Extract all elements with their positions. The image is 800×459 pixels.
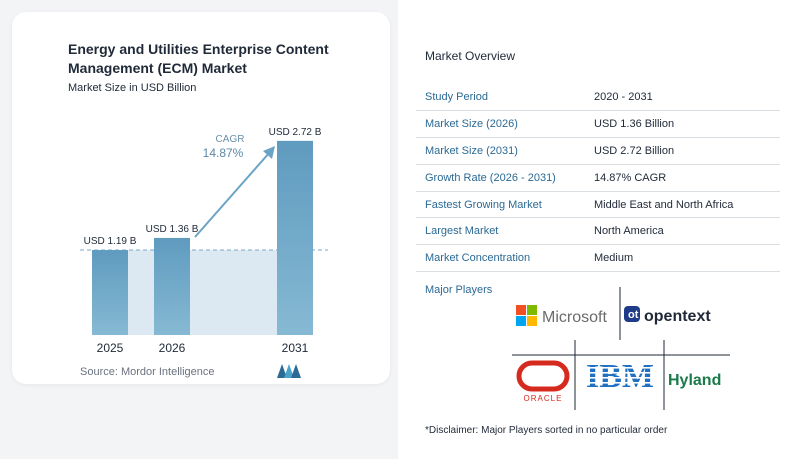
overview-row: Growth Rate (2026 - 2031) 14.87% CAGR [416,164,780,192]
overview-value: Middle East and North Africa [586,191,780,219]
overview-key: Study Period [416,84,586,112]
opentext-logo: ot opentext [624,306,711,325]
overview-table: Study Period 2020 - 2031 Market Size (2026… [416,84,780,273]
mordor-logo-icon [277,364,301,378]
cagr-label: CAGR [216,134,245,145]
overview-row: Market Concentration Medium [416,244,780,273]
data-label-2031: USD 2.72 B [269,127,322,138]
disclaimer: *Disclaimer: Major Players sorted in no … [425,425,668,436]
cagr-value: 14.87% [203,146,244,160]
x-tick-2025: 2025 [97,341,124,355]
overview-row: Study Period 2020 - 2031 [416,84,780,112]
bar-2026 [154,237,190,335]
overview-key: Market Size (2026) [416,110,586,139]
overview-row: Fastest Growing Market Middle East and No… [416,191,780,219]
oracle-logo: ORACLE [516,360,570,403]
reference-band [92,250,313,335]
hyland-logo: Hyland [668,372,721,389]
overview-key: Growth Rate (2026 - 2031) [416,164,586,192]
major-players-title: Major Players [425,284,493,296]
microsoft-logo-text: Microsoft [542,309,607,326]
oracle-logo-text: ORACLE [524,394,563,403]
ibm-logo-text: IBM [586,358,654,395]
microsoft-logo: Microsoft [516,305,607,326]
cagr-arrow-line [194,151,271,238]
data-label-2025: USD 1.19 B [84,236,137,247]
overview-row: Market Size (2031) USD 2.72 Billion [416,137,780,165]
overview-value: USD 2.72 Billion [586,137,780,165]
overview-value: 14.87% CAGR [586,164,780,192]
opentext-logo-text: opentext [644,308,711,325]
ibm-logo: IBM [578,358,662,395]
hyland-logo-text: Hyland [668,372,721,389]
overview-row: Largest Market North America [416,217,780,246]
overview-value: USD 1.36 Billion [586,110,780,139]
overview-value: Medium [586,244,780,273]
overview-row: Market Size (2026) USD 1.36 Billion [416,110,780,139]
bar-chart: USD 1.19 B 2025 USD 1.36 B 2026 USD 2.72 B 20… [80,127,328,355]
bar-2025 [92,250,128,335]
data-label-2026: USD 1.36 B [146,224,199,235]
overview-key: Largest Market [416,217,586,246]
svg-text:ot: ot [628,309,639,321]
x-tick-2026: 2026 [159,341,186,355]
x-tick-2031: 2031 [282,341,309,355]
overview-key: Fastest Growing Market [416,191,586,219]
chart-title: Energy and Utilities Enterprise Content … [68,41,329,76]
source-label: Source: Mordor Intelligence [80,366,215,378]
overview-key: Market Concentration [416,244,586,273]
overview-key: Market Size (2031) [416,137,586,165]
overview-value: 2020 - 2031 [586,84,780,112]
overview-title: Market Overview [425,49,516,63]
chart-subtitle: Market Size in USD Billion [68,82,197,94]
bar-2031 [277,140,313,335]
cagr-arrow-head [263,146,275,159]
overview-value: North America [586,217,780,246]
